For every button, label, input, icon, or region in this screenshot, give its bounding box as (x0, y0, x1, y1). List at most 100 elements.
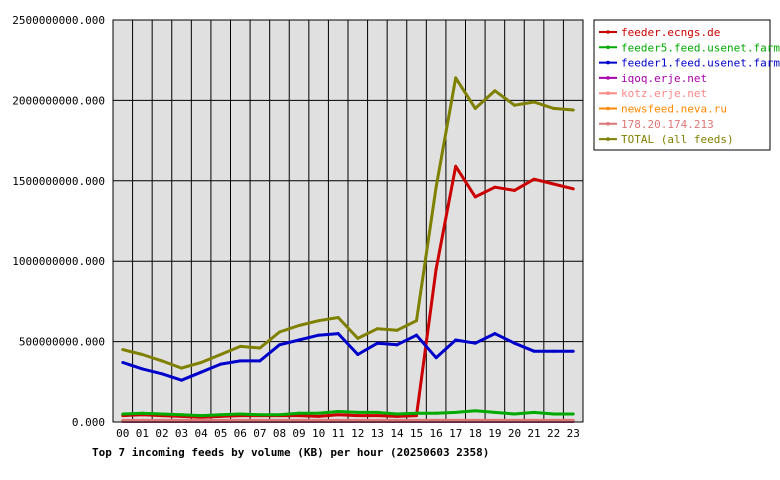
legend-label: 178.20.174.213 (621, 118, 714, 131)
data-point (512, 103, 516, 107)
series-2 (121, 332, 575, 382)
data-point (415, 414, 419, 418)
x-tick-label: 06 (234, 427, 247, 440)
data-point (532, 410, 536, 414)
data-point (140, 411, 144, 415)
data-point (277, 418, 281, 422)
data-point (180, 413, 184, 417)
legend-marker (606, 45, 610, 50)
data-point (356, 418, 360, 422)
data-point (160, 372, 164, 376)
grid-lines (113, 20, 583, 422)
y-tick-label: 500000000.000 (19, 336, 105, 349)
data-point (434, 411, 438, 415)
x-tick-label: 20 (508, 427, 521, 440)
data-point (395, 343, 399, 347)
data-point (258, 418, 262, 422)
data-point (434, 267, 438, 271)
x-tick-label: 09 (292, 427, 305, 440)
legend-box (593, 19, 771, 151)
data-point (121, 418, 125, 422)
plot-border (112, 19, 584, 423)
data-point (493, 418, 497, 422)
series-line (122, 164, 574, 419)
y-tick-label: 1000000000.000 (12, 255, 105, 268)
y-tick-label: 2000000000.000 (12, 94, 105, 107)
data-point (297, 324, 301, 328)
data-point (180, 366, 184, 370)
legend-item: feeder.ecngs.de (599, 26, 720, 39)
data-point (375, 341, 379, 345)
legend-label: iqoq.erje.net (621, 72, 707, 85)
data-point (297, 414, 301, 418)
legend-label: feeder5.feed.usenet.farm (621, 41, 780, 54)
data-point (493, 89, 497, 93)
data-point (219, 362, 223, 366)
data-point (434, 356, 438, 360)
y-axis-ticks: 0.000 500000000.000 1000000000.000 15000000… (12, 14, 105, 429)
x-tick-label: 12 (351, 427, 364, 440)
y-tick-label: 1500000000.000 (12, 175, 105, 188)
data-point (395, 418, 399, 422)
data-point (336, 418, 340, 422)
data-point (277, 413, 281, 417)
data-point (552, 418, 556, 422)
data-point (571, 412, 575, 416)
legend-label: feeder1.feed.usenet.farm (621, 57, 780, 70)
data-point (356, 352, 360, 356)
data-point (454, 164, 458, 168)
x-tick-label: 14 (390, 427, 404, 440)
data-point (199, 370, 203, 374)
data-point (532, 177, 536, 181)
data-point (140, 418, 144, 422)
x-tick-label: 11 (332, 427, 345, 440)
x-tick-label: 07 (253, 427, 266, 440)
data-point (395, 412, 399, 416)
y-tick-label: 0.000 (72, 416, 105, 429)
series-6 (121, 418, 575, 422)
x-tick-label: 01 (136, 427, 149, 440)
x-tick-label: 08 (273, 427, 286, 440)
data-point (454, 410, 458, 414)
series-1 (121, 409, 575, 418)
data-point (277, 330, 281, 334)
data-point (552, 412, 556, 416)
data-point (297, 418, 301, 422)
data-point (375, 410, 379, 414)
data-point (454, 418, 458, 422)
data-point (238, 418, 242, 422)
data-point (199, 418, 203, 422)
legend: feeder.ecngs.de feeder5.feed.usenet.farm f… (599, 26, 780, 146)
data-point (571, 108, 575, 112)
legend-marker (606, 60, 610, 65)
data-point (199, 361, 203, 365)
data-point (219, 418, 223, 422)
data-point (415, 418, 419, 422)
data-point (121, 412, 125, 416)
data-point (336, 410, 340, 414)
data-point (454, 76, 458, 80)
legend-marker (606, 30, 610, 34)
x-axis-ticks: 00 01 02 03 04 05 06 07 08 09 10 11 12 13 14 15 16 17 18 19… (116, 427, 580, 440)
x-tick-label: 22 (547, 427, 560, 440)
data-point (473, 418, 477, 422)
data-point (512, 341, 516, 345)
x-tick-label: 16 (430, 427, 443, 440)
x-tick-label: 18 (469, 427, 482, 440)
data-point (140, 352, 144, 356)
x-tick-label: 02 (155, 427, 168, 440)
data-point (571, 418, 575, 422)
x-tick-label: 00 (116, 427, 129, 440)
data-point (532, 100, 536, 104)
data-point (238, 412, 242, 416)
x-tick-label: 19 (488, 427, 501, 440)
x-tick-label: 03 (175, 427, 188, 440)
data-point (317, 333, 321, 337)
data-point (336, 332, 340, 336)
data-point (258, 346, 262, 350)
legend-label: newsfeed.neva.ru (621, 103, 727, 116)
data-point (473, 409, 477, 413)
data-point (317, 411, 321, 415)
data-point (317, 418, 321, 422)
